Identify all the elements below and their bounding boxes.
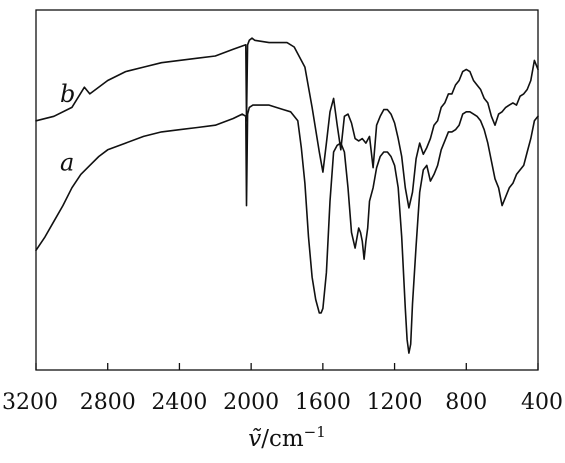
x-tick-label: 2400 — [151, 390, 207, 415]
x-axis-title: ṽ/cm−1 — [248, 423, 326, 452]
x-axis-unit: /cm — [261, 426, 304, 452]
spectrum-line-a — [35, 104, 539, 354]
x-axis-variable: ṽ — [248, 426, 261, 452]
series-labels: ba — [60, 80, 75, 177]
x-tick-label: 2000 — [223, 390, 279, 415]
series-label-a: a — [60, 148, 74, 176]
x-tick-label: 1200 — [367, 390, 423, 415]
x-axis-ticks — [35, 363, 539, 370]
spectra — [35, 37, 539, 354]
x-axis-unit-exponent: −1 — [304, 423, 326, 441]
x-tick-label: 3200 — [2, 390, 58, 415]
plot-frame — [35, 9, 539, 371]
x-axis-tick-labels: 3200 2800 2400 2000 1600 1200 800 400 — [2, 390, 563, 415]
spectrum-line-b — [35, 37, 539, 209]
series-label-b: b — [60, 80, 75, 108]
x-tick-label: 400 — [521, 390, 563, 415]
x-tick-label: 2800 — [80, 390, 136, 415]
x-tick-label: 1600 — [295, 390, 351, 415]
x-tick-label: 800 — [445, 390, 487, 415]
